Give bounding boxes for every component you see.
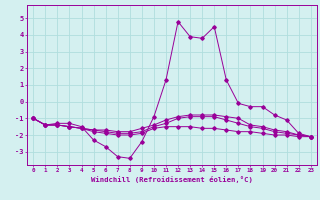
X-axis label: Windchill (Refroidissement éolien,°C): Windchill (Refroidissement éolien,°C): [91, 176, 253, 183]
